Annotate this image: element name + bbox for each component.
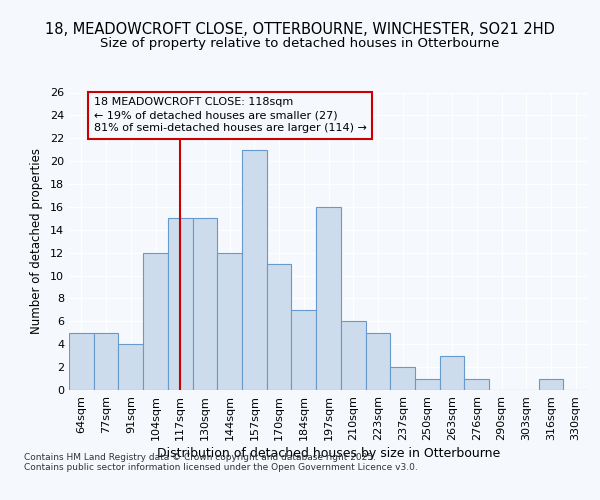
Bar bbox=[217, 252, 242, 390]
Bar bbox=[341, 322, 365, 390]
Bar bbox=[539, 378, 563, 390]
Bar bbox=[267, 264, 292, 390]
Bar bbox=[193, 218, 217, 390]
Bar bbox=[94, 333, 118, 390]
Text: Size of property relative to detached houses in Otterbourne: Size of property relative to detached ho… bbox=[100, 38, 500, 51]
Bar bbox=[415, 378, 440, 390]
Bar bbox=[365, 333, 390, 390]
Bar bbox=[292, 310, 316, 390]
Bar bbox=[168, 218, 193, 390]
Text: Contains HM Land Registry data © Crown copyright and database right 2025.: Contains HM Land Registry data © Crown c… bbox=[24, 454, 376, 462]
Text: 18, MEADOWCROFT CLOSE, OTTERBOURNE, WINCHESTER, SO21 2HD: 18, MEADOWCROFT CLOSE, OTTERBOURNE, WINC… bbox=[45, 22, 555, 38]
Bar bbox=[69, 333, 94, 390]
Bar bbox=[440, 356, 464, 390]
Bar bbox=[242, 150, 267, 390]
Bar bbox=[464, 378, 489, 390]
Bar bbox=[316, 207, 341, 390]
Text: 18 MEADOWCROFT CLOSE: 118sqm
← 19% of detached houses are smaller (27)
81% of se: 18 MEADOWCROFT CLOSE: 118sqm ← 19% of de… bbox=[94, 97, 367, 134]
Bar bbox=[143, 252, 168, 390]
Bar bbox=[118, 344, 143, 390]
Text: Contains public sector information licensed under the Open Government Licence v3: Contains public sector information licen… bbox=[24, 464, 418, 472]
X-axis label: Distribution of detached houses by size in Otterbourne: Distribution of detached houses by size … bbox=[157, 447, 500, 460]
Bar bbox=[390, 367, 415, 390]
Y-axis label: Number of detached properties: Number of detached properties bbox=[30, 148, 43, 334]
